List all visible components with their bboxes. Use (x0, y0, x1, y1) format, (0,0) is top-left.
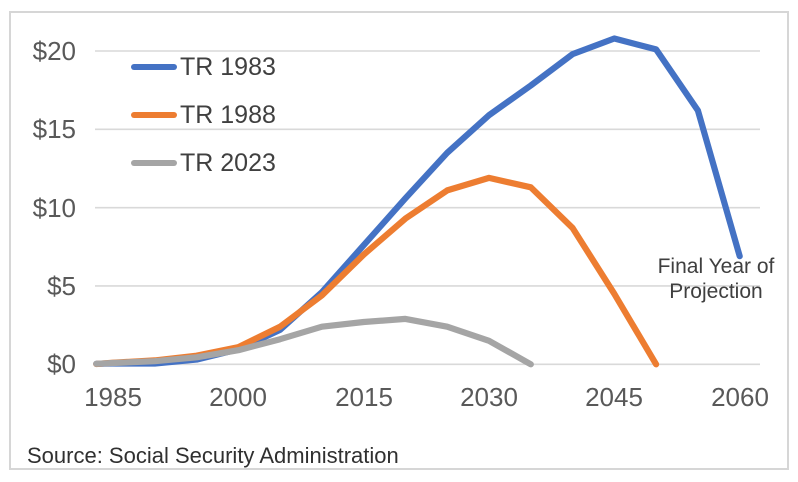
y-axis-tick-label-15: $15 (32, 114, 76, 144)
final-year-annotation: Final Year of Projection (644, 254, 788, 304)
x-axis-tick-label-2000: 2000 (209, 382, 267, 412)
y-axis-tick-label-0: $0 (47, 349, 76, 379)
y-axis-tick-label-20: $20 (32, 36, 76, 66)
legend-item-tr-2023: TR 2023 (131, 139, 276, 187)
legend-line-swatch-tr-1983 (131, 64, 177, 70)
series-line-tr-1988 (93, 174, 660, 368)
chart-legend: TR 1983 TR 1988 TR 2023 (131, 43, 276, 187)
x-axis-tick-label-2015: 2015 (335, 382, 393, 412)
y-axis-tick-label-5: $5 (47, 271, 76, 301)
legend-label-tr-1983: TR 1983 (180, 52, 276, 81)
x-axis-tick-label-2045: 2045 (585, 382, 643, 412)
legend-label-tr-1988: TR 1988 (180, 100, 276, 129)
legend-line-swatch-tr-2023 (131, 160, 177, 166)
legend-label-tr-2023: TR 2023 (180, 148, 276, 177)
legend-item-tr-1988: TR 1988 (131, 91, 276, 139)
final-year-annotation-line1: Final Year of (657, 255, 775, 278)
y-axis-tick-label-10: $10 (32, 193, 76, 223)
legend-line-swatch-tr-1988 (131, 112, 177, 118)
x-axis-tick-label-2030: 2030 (460, 382, 518, 412)
series-line-tr-2023 (93, 315, 534, 368)
source-note: Source: Social Security Administration (27, 443, 399, 468)
chart-border-frame (9, 11, 789, 470)
x-axis-tick-label-1985: 1985 (84, 382, 142, 412)
legend-item-tr-1983: TR 1983 (131, 43, 276, 91)
final-year-annotation-line2: Projection (669, 280, 763, 303)
x-axis-tick-label-2060: 2060 (711, 382, 769, 412)
